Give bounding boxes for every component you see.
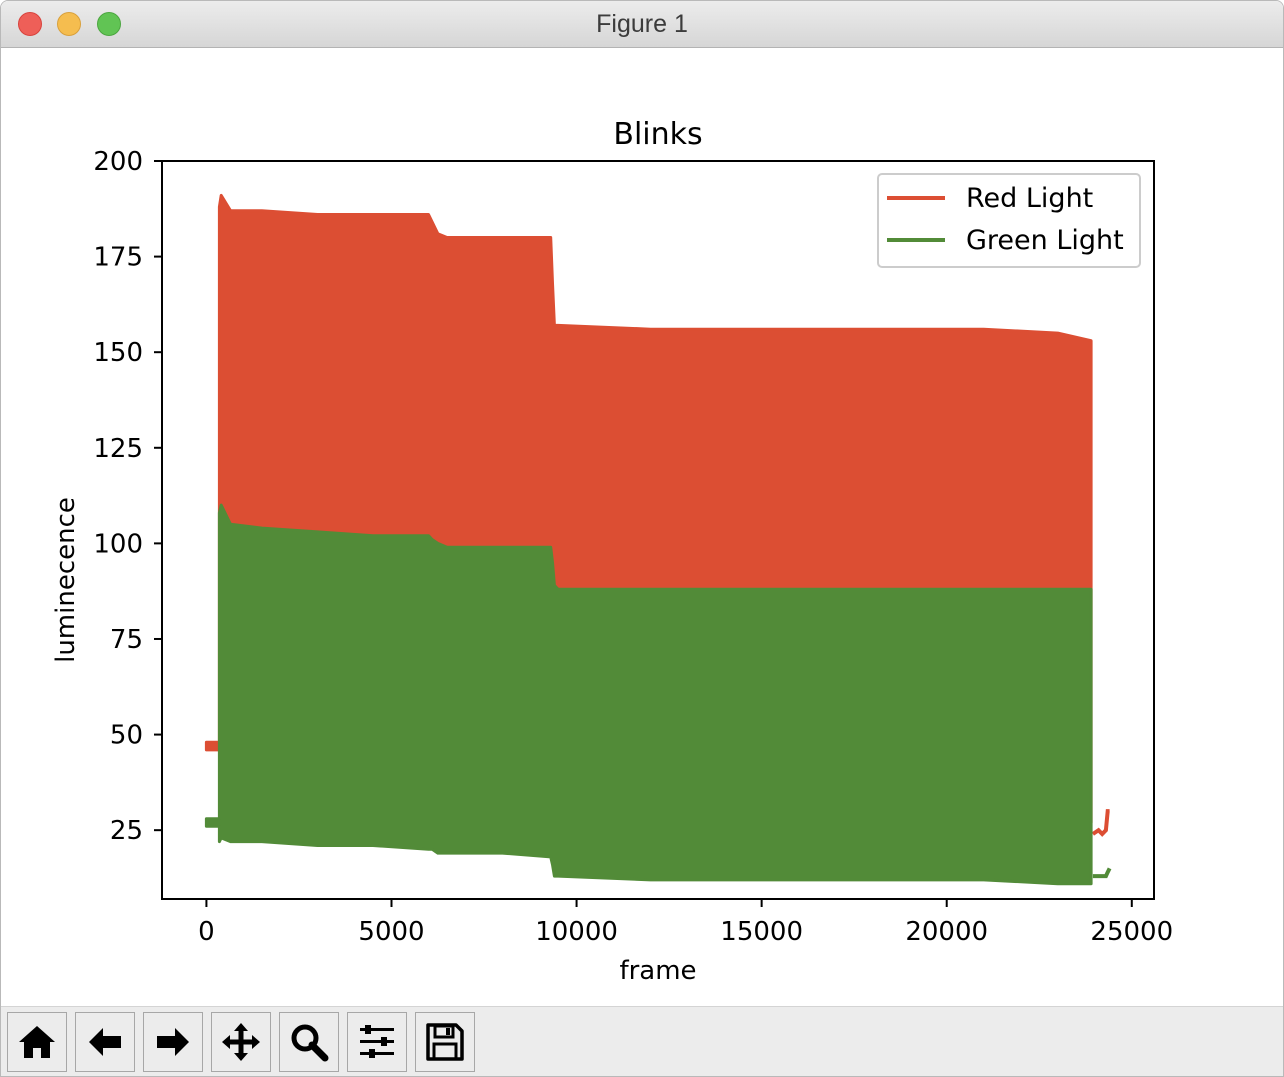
series-green-light-tail — [1092, 867, 1112, 879]
axes-frame — [161, 160, 1155, 900]
x-tick-label: 25000 — [1090, 917, 1173, 947]
arrow-right-icon — [157, 1028, 189, 1056]
maximize-window-button[interactable] — [97, 12, 121, 36]
zoom-button[interactable] — [279, 1012, 339, 1072]
window-title: Figure 1 — [596, 10, 688, 38]
y-axis-label: luminecence — [51, 497, 81, 663]
close-window-button[interactable] — [18, 12, 42, 36]
configure-subplots-button[interactable] — [347, 1012, 407, 1072]
y-tick-label: 50 — [110, 721, 143, 751]
series-green-light-band — [204, 503, 1093, 886]
home-button[interactable] — [7, 1012, 67, 1072]
plot-area — [204, 193, 1112, 886]
y-tick-label: 25 — [110, 816, 143, 846]
y-tick-label: 75 — [110, 625, 143, 655]
home-icon — [19, 1026, 55, 1058]
minimize-window-button[interactable] — [57, 12, 81, 36]
y-tick-label: 200 — [93, 147, 143, 177]
title-bar: Figure 1 — [1, 1, 1283, 48]
arrow-left-icon — [89, 1028, 121, 1056]
sliders-icon — [360, 1025, 394, 1058]
back-button[interactable] — [75, 1012, 135, 1072]
forward-button[interactable] — [143, 1012, 203, 1072]
axis-ticks: 0 5000 10000 15000 20000 25000 25 50 75 100 125 150… — [93, 147, 1173, 947]
x-axis-label: frame — [619, 956, 696, 986]
y-tick-label: 175 — [93, 243, 143, 273]
legend: Red Light Green Light — [877, 173, 1141, 268]
legend-label: Green Light — [966, 225, 1124, 256]
floppy-disk-icon — [426, 1023, 464, 1061]
pan-button[interactable] — [211, 1012, 271, 1072]
chart-title: Blinks — [613, 117, 702, 152]
series-red-light-tail — [1091, 809, 1110, 837]
x-tick-label: 15000 — [720, 917, 803, 947]
save-button[interactable] — [415, 1012, 475, 1072]
y-tick-label: 125 — [93, 434, 143, 464]
x-tick-label: 0 — [198, 917, 215, 947]
x-tick-label: 20000 — [905, 917, 988, 947]
magnifier-icon — [291, 1024, 329, 1062]
chart-svg[interactable]: 0 5000 10000 15000 20000 25000 25 50 75 100 125 150… — [1, 48, 1283, 1006]
y-tick-label: 100 — [93, 529, 143, 559]
move-icon — [222, 1023, 260, 1061]
toolbar — [1, 1006, 1283, 1076]
x-tick-label: 5000 — [358, 917, 424, 947]
figure-canvas[interactable]: 0 5000 10000 15000 20000 25000 25 50 75 100 125 150… — [1, 48, 1283, 1006]
x-tick-label: 10000 — [535, 917, 618, 947]
legend-label: Red Light — [966, 183, 1093, 214]
y-tick-label: 150 — [93, 338, 143, 368]
